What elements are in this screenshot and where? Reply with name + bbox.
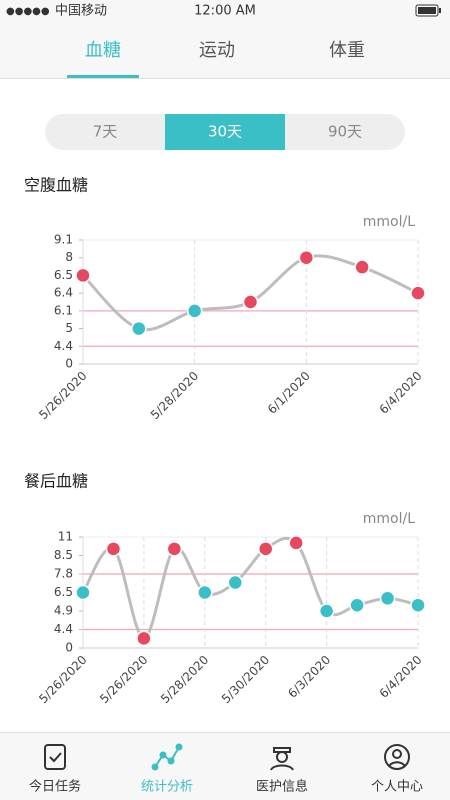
unit-label: mmol/L [363,511,415,527]
y-tick-label: 4.4 [54,622,73,636]
y-tick-label: 4.4 [54,339,73,353]
signal: ●●●●● [6,6,50,17]
x-tick-label: 5/30/2020 [219,653,272,706]
nav-label[interactable]: 个人中心 [371,780,423,795]
data-point [298,249,315,266]
chart-title: 餐后血糖 [24,472,88,491]
data-point [410,285,426,301]
icon-profile [384,744,410,770]
data-point [166,541,183,557]
data-point [136,630,152,647]
data-point [349,597,365,613]
icon-medical [270,747,294,771]
y-tick-label: 5 [65,321,73,335]
data-point [197,584,213,601]
carrier: 中国移动 [55,4,107,19]
data-point [242,294,259,310]
data-point [318,603,335,619]
x-tick-label: 5/28/2020 [158,653,211,706]
y-tick-label: 6.1 [54,303,73,317]
data-point [379,590,396,607]
range-option[interactable]: 7天 [93,123,118,141]
data-point [186,303,203,319]
data-point [288,535,304,551]
x-tick-label: 6/1/2020 [265,369,313,417]
y-tick-label: 0 [65,641,73,655]
y-tick-label: 6.5 [54,268,73,282]
chart-title: 空腹血糖 [24,176,88,195]
nav-label[interactable]: 今日任务 [29,779,81,795]
tab[interactable]: 体重 [329,40,365,61]
x-tick-label: 5/28/2020 [148,369,201,422]
x-tick-label: 5/26/2020 [97,653,150,706]
range-active [165,114,285,150]
battery [415,4,441,17]
data-point [257,541,274,557]
icon-stats [151,743,183,771]
x-tick-label: 5/26/2020 [36,653,89,706]
y-tick-label: 11 [58,530,73,544]
data-line [81,536,419,640]
data-point [227,574,244,591]
clock: 12:00 AM [194,4,256,19]
tab-indicator [67,75,139,78]
unit-label: mmol/L [363,214,415,230]
header-bg [0,0,450,78]
x-tick-label: 6/4/2020 [377,653,425,701]
y-tick-label: 6.5 [54,585,73,599]
y-tick-label: 4.9 [54,604,73,618]
data-point [410,597,426,613]
x-tick-label: 6/3/2020 [285,653,333,701]
data-point [105,541,122,557]
data-point [131,320,147,337]
nav-label[interactable]: 医护信息 [256,779,308,795]
icon-tasks [44,744,66,770]
tab[interactable]: 血糖 [85,40,121,61]
data-point [75,267,91,284]
y-tick-label: 8 [65,250,73,264]
y-tick-label: 8.5 [54,548,73,562]
y-tick-label: 0 [65,357,73,371]
x-tick-label: 5/26/2020 [36,369,89,422]
range-option[interactable]: 90天 [328,123,362,141]
x-tick-label: 6/4/2020 [377,369,425,417]
y-tick-label: 6.4 [54,286,73,300]
bottom-nav-bg [0,732,450,800]
y-tick-label: 9.1 [54,233,73,247]
data-point [75,584,91,601]
tab[interactable]: 运动 [199,40,235,61]
data-point [354,259,370,275]
range-option[interactable]: 30天 [208,123,242,141]
nav-label[interactable]: 统计分析 [141,780,193,795]
y-tick-label: 7.8 [54,567,73,581]
